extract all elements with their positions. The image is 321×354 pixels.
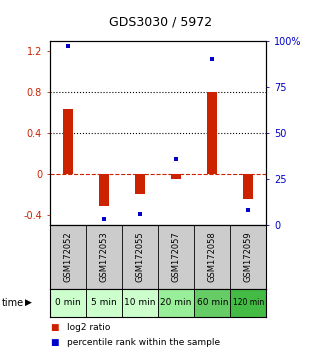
Text: 120 min: 120 min [233, 298, 264, 307]
Bar [243, 174, 253, 199]
Bar [194, 289, 230, 317]
Text: ■: ■ [50, 338, 58, 347]
Text: GSM172058: GSM172058 [208, 231, 217, 282]
Bar [230, 289, 266, 317]
Text: GDS3030 / 5972: GDS3030 / 5972 [109, 16, 212, 29]
Text: 20 min: 20 min [160, 298, 192, 307]
Bar [99, 174, 109, 206]
Text: ▶: ▶ [25, 298, 32, 307]
Text: GSM172052: GSM172052 [63, 231, 72, 282]
Text: log2 ratio: log2 ratio [67, 323, 111, 332]
Bar [171, 174, 181, 179]
Text: 10 min: 10 min [124, 298, 156, 307]
Bar [86, 289, 122, 317]
Text: GSM172057: GSM172057 [172, 231, 181, 282]
Bar [158, 289, 194, 317]
Text: percentile rank within the sample: percentile rank within the sample [67, 338, 221, 347]
Bar [50, 289, 86, 317]
Bar [122, 289, 158, 317]
Text: GSM172059: GSM172059 [244, 231, 253, 282]
Text: time: time [2, 298, 24, 308]
Text: 5 min: 5 min [91, 298, 117, 307]
Text: 0 min: 0 min [55, 298, 81, 307]
Text: GSM172055: GSM172055 [135, 231, 144, 282]
Bar [135, 174, 145, 194]
Text: GSM172053: GSM172053 [100, 231, 108, 282]
Bar [207, 92, 217, 174]
Text: ■: ■ [50, 323, 58, 332]
Text: 60 min: 60 min [196, 298, 228, 307]
Bar [63, 109, 73, 174]
